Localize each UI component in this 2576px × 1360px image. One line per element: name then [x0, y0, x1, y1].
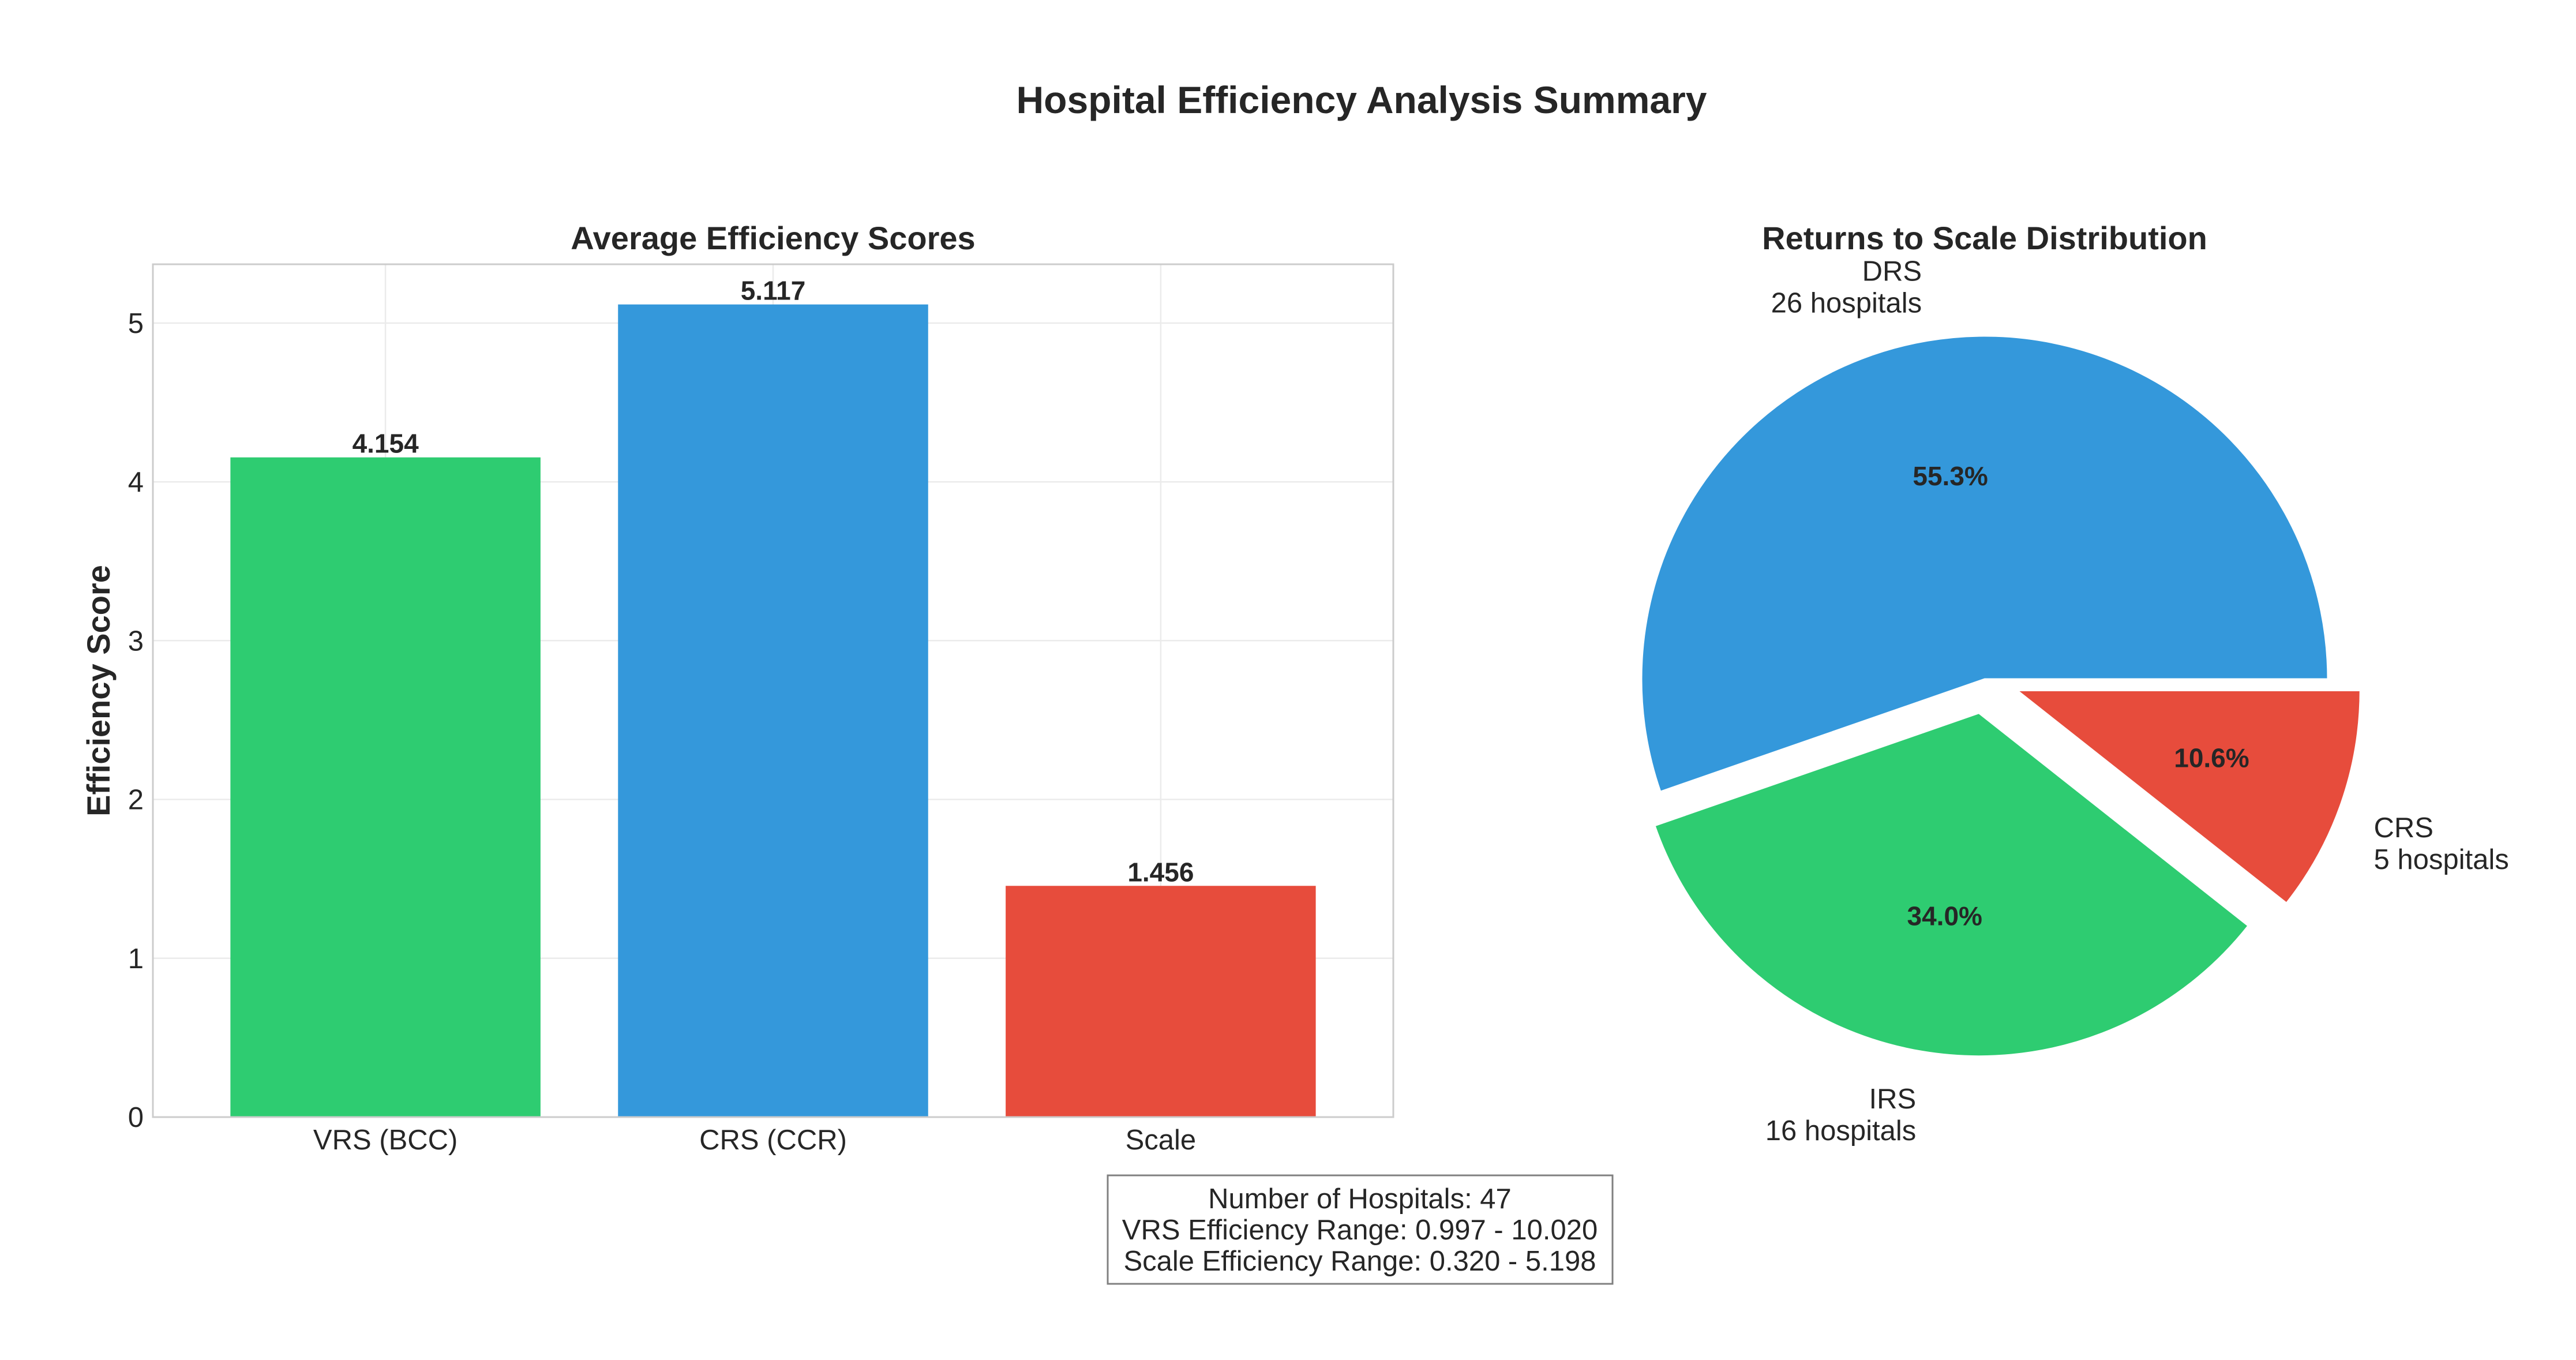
pie-outer-label: CRS 5 hospitals	[2373, 812, 2508, 875]
bar-series	[230, 304, 1316, 1117]
bar-value-labels: 4.154 5.117 1.456	[353, 276, 1194, 887]
pie-slice-drs	[1640, 335, 2329, 793]
pie-pct-label: 10.6%	[2174, 743, 2249, 773]
pie-pct-label: 55.3%	[1913, 461, 1988, 491]
summary-box: Number of Hospitals: 47 VRS Efficiency R…	[1107, 1174, 1614, 1285]
bar-y-tick-label: 2	[128, 785, 144, 816]
bar-y-tick-label: 3	[128, 625, 144, 657]
bar-3	[1006, 886, 1316, 1117]
pie-slice-crs	[2014, 690, 2361, 905]
pie-slices	[1640, 335, 2361, 1058]
pie-pct-label: 34.0%	[1907, 901, 1982, 931]
pie-labels: 55.3% DRS 26 hospitals 34.0% IRS 16 hospitals…	[1765, 256, 2509, 1147]
bar-value-label: 1.456	[1127, 857, 1194, 887]
bar-chart-title: Average Efficiency Scores	[571, 220, 975, 256]
bar-y-tick-label: 1	[128, 943, 144, 975]
summary-line-hospitals: Number of Hospitals: 47	[1208, 1183, 1512, 1215]
pie-chart: Returns to Scale Distribution 55.3% DRS 26…	[1640, 220, 2509, 1147]
pie-outer-label: IRS 16 hospitals	[1765, 1084, 1917, 1147]
bar-y-tick-label: 0	[128, 1102, 144, 1133]
bar-2	[618, 304, 928, 1117]
bar-value-label: 5.117	[741, 276, 806, 306]
pie-chart-title: Returns to Scale Distribution	[1762, 220, 2207, 256]
bar-value-label: 4.154	[353, 429, 419, 459]
bar-x-axis-ticks: VRS (BCC) CRS (CCR) Scale	[313, 1125, 1196, 1156]
bar-x-tick-label: VRS (BCC)	[313, 1125, 458, 1156]
bar-1	[230, 457, 541, 1117]
bar-chart: Average Efficiency Scores 4.154 5.117 1.45…	[80, 220, 1394, 1156]
figure-title: Hospital Efficiency Analysis Summary	[1017, 78, 1707, 121]
bar-x-tick-label: CRS (CCR)	[699, 1125, 847, 1156]
summary-line-vrs-range: VRS Efficiency Range: 0.997 - 10.020	[1122, 1215, 1598, 1246]
summary-box-frame	[1107, 1174, 1614, 1285]
bar-y-tick-label: 5	[128, 308, 144, 339]
bar-y-axis-label: Efficiency Score	[80, 565, 117, 816]
bar-y-axis-ticks: 0 1 2 3 4 5	[128, 308, 144, 1133]
summary-line-scale-range: Scale Efficiency Range: 0.320 - 5.198	[1123, 1246, 1596, 1277]
bar-x-tick-label: Scale	[1126, 1125, 1197, 1156]
pie-outer-label: DRS 26 hospitals	[1771, 256, 1922, 319]
pie-slice-irs	[1653, 711, 2250, 1058]
bar-y-tick-label: 4	[128, 467, 144, 498]
bar-plot-frame	[152, 263, 1394, 1118]
